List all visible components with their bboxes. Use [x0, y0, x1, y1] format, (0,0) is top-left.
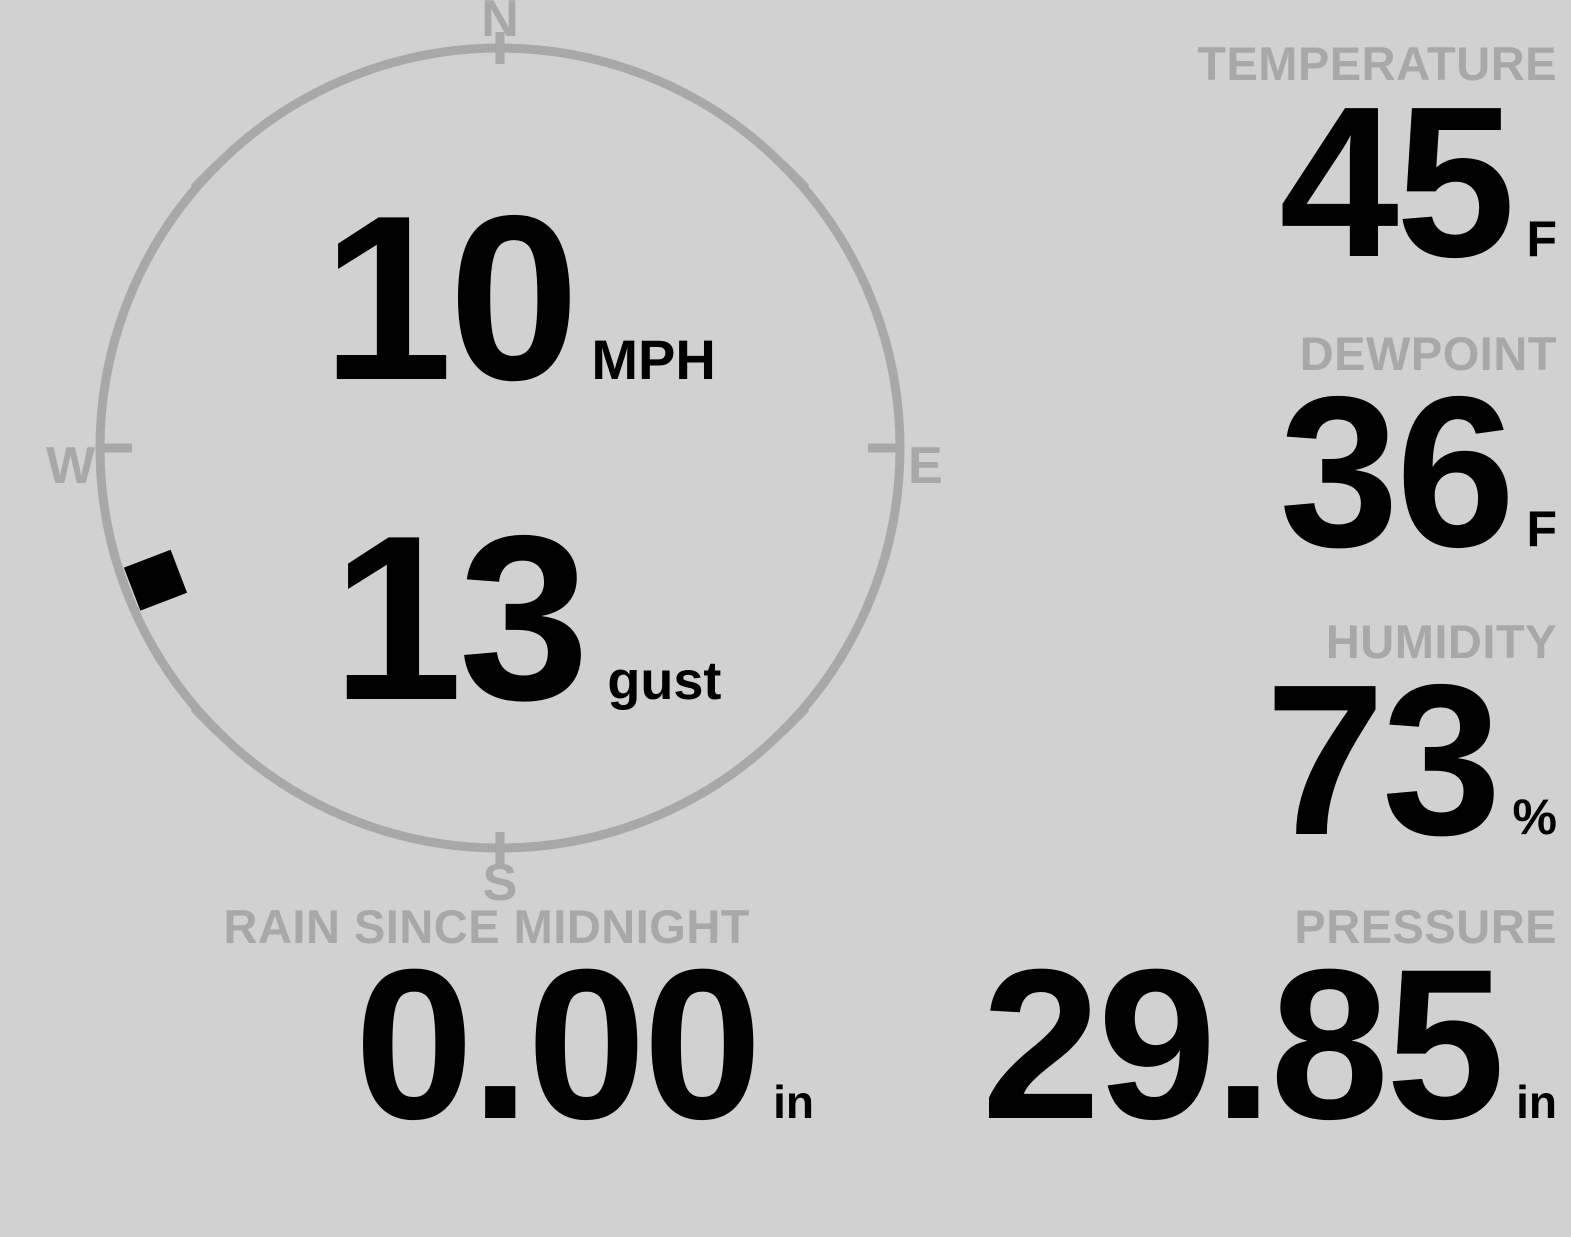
stat-dewpoint: DEWPOINT 36 F [1279, 327, 1557, 592]
stat-humidity: HUMIDITY 73 % [1265, 615, 1557, 880]
dewpoint-value: 36 [1279, 351, 1515, 592]
stat-pressure: PRESSURE 29.85 in [981, 900, 1557, 1164]
compass-tick-marks [100, 32, 900, 864]
stat-temperature: TEMPERATURE 45 F [1197, 37, 1557, 302]
wind-gust-value: 13 [332, 486, 589, 749]
compass-dial-svg [95, 32, 905, 864]
tick-ne [779, 161, 810, 192]
temperature-value: 45 [1279, 61, 1515, 302]
compass-label-north: N [481, 0, 519, 48]
rain-label: RAIN SINCE MIDNIGHT [223, 900, 750, 953]
wind-speed-value: 10 [322, 166, 579, 429]
humidity-label: HUMIDITY [1325, 615, 1557, 668]
tick-se [779, 704, 810, 735]
pressure-value-row: 29.85 in [981, 925, 1557, 1164]
temperature-unit: F [1526, 211, 1557, 267]
dewpoint-label: DEWPOINT [1299, 327, 1557, 380]
wind-speed-unit: MPH [591, 328, 716, 391]
compass-label-south: S [482, 854, 518, 912]
compass-label-west: W [46, 437, 96, 495]
humidity-value: 73 [1265, 639, 1501, 880]
wind-gust-unit: gust [607, 651, 722, 711]
pressure-value: 29.85 [981, 925, 1506, 1164]
temperature-label: TEMPERATURE [1197, 37, 1557, 90]
rain-value-row: 0.00 in [32, 925, 822, 1164]
wind-gust-readout: 13 gust [332, 486, 722, 749]
pressure-label: PRESSURE [1294, 900, 1557, 953]
rain-unit: in [773, 1076, 814, 1128]
humidity-unit: % [1512, 789, 1557, 845]
compass-label-east: E [908, 437, 943, 495]
temperature-value-row: 45 F [1197, 61, 1557, 302]
wind-direction-marker [123, 549, 188, 611]
tick-sw [190, 704, 221, 735]
humidity-value-row: 73 % [1265, 639, 1557, 880]
dewpoint-value-row: 36 F [1279, 351, 1557, 592]
wind-speed-readout: 10 MPH [322, 166, 716, 429]
stat-rain-since-midnight: RAIN SINCE MIDNIGHT 0.00 in [32, 900, 822, 1164]
wind-compass-panel: N S W E 10 MPH 13 gust [0, 0, 1000, 920]
rain-value: 0.00 [354, 925, 763, 1164]
dewpoint-unit: F [1526, 501, 1557, 557]
pressure-unit: in [1516, 1076, 1557, 1128]
tick-nw [190, 161, 221, 192]
